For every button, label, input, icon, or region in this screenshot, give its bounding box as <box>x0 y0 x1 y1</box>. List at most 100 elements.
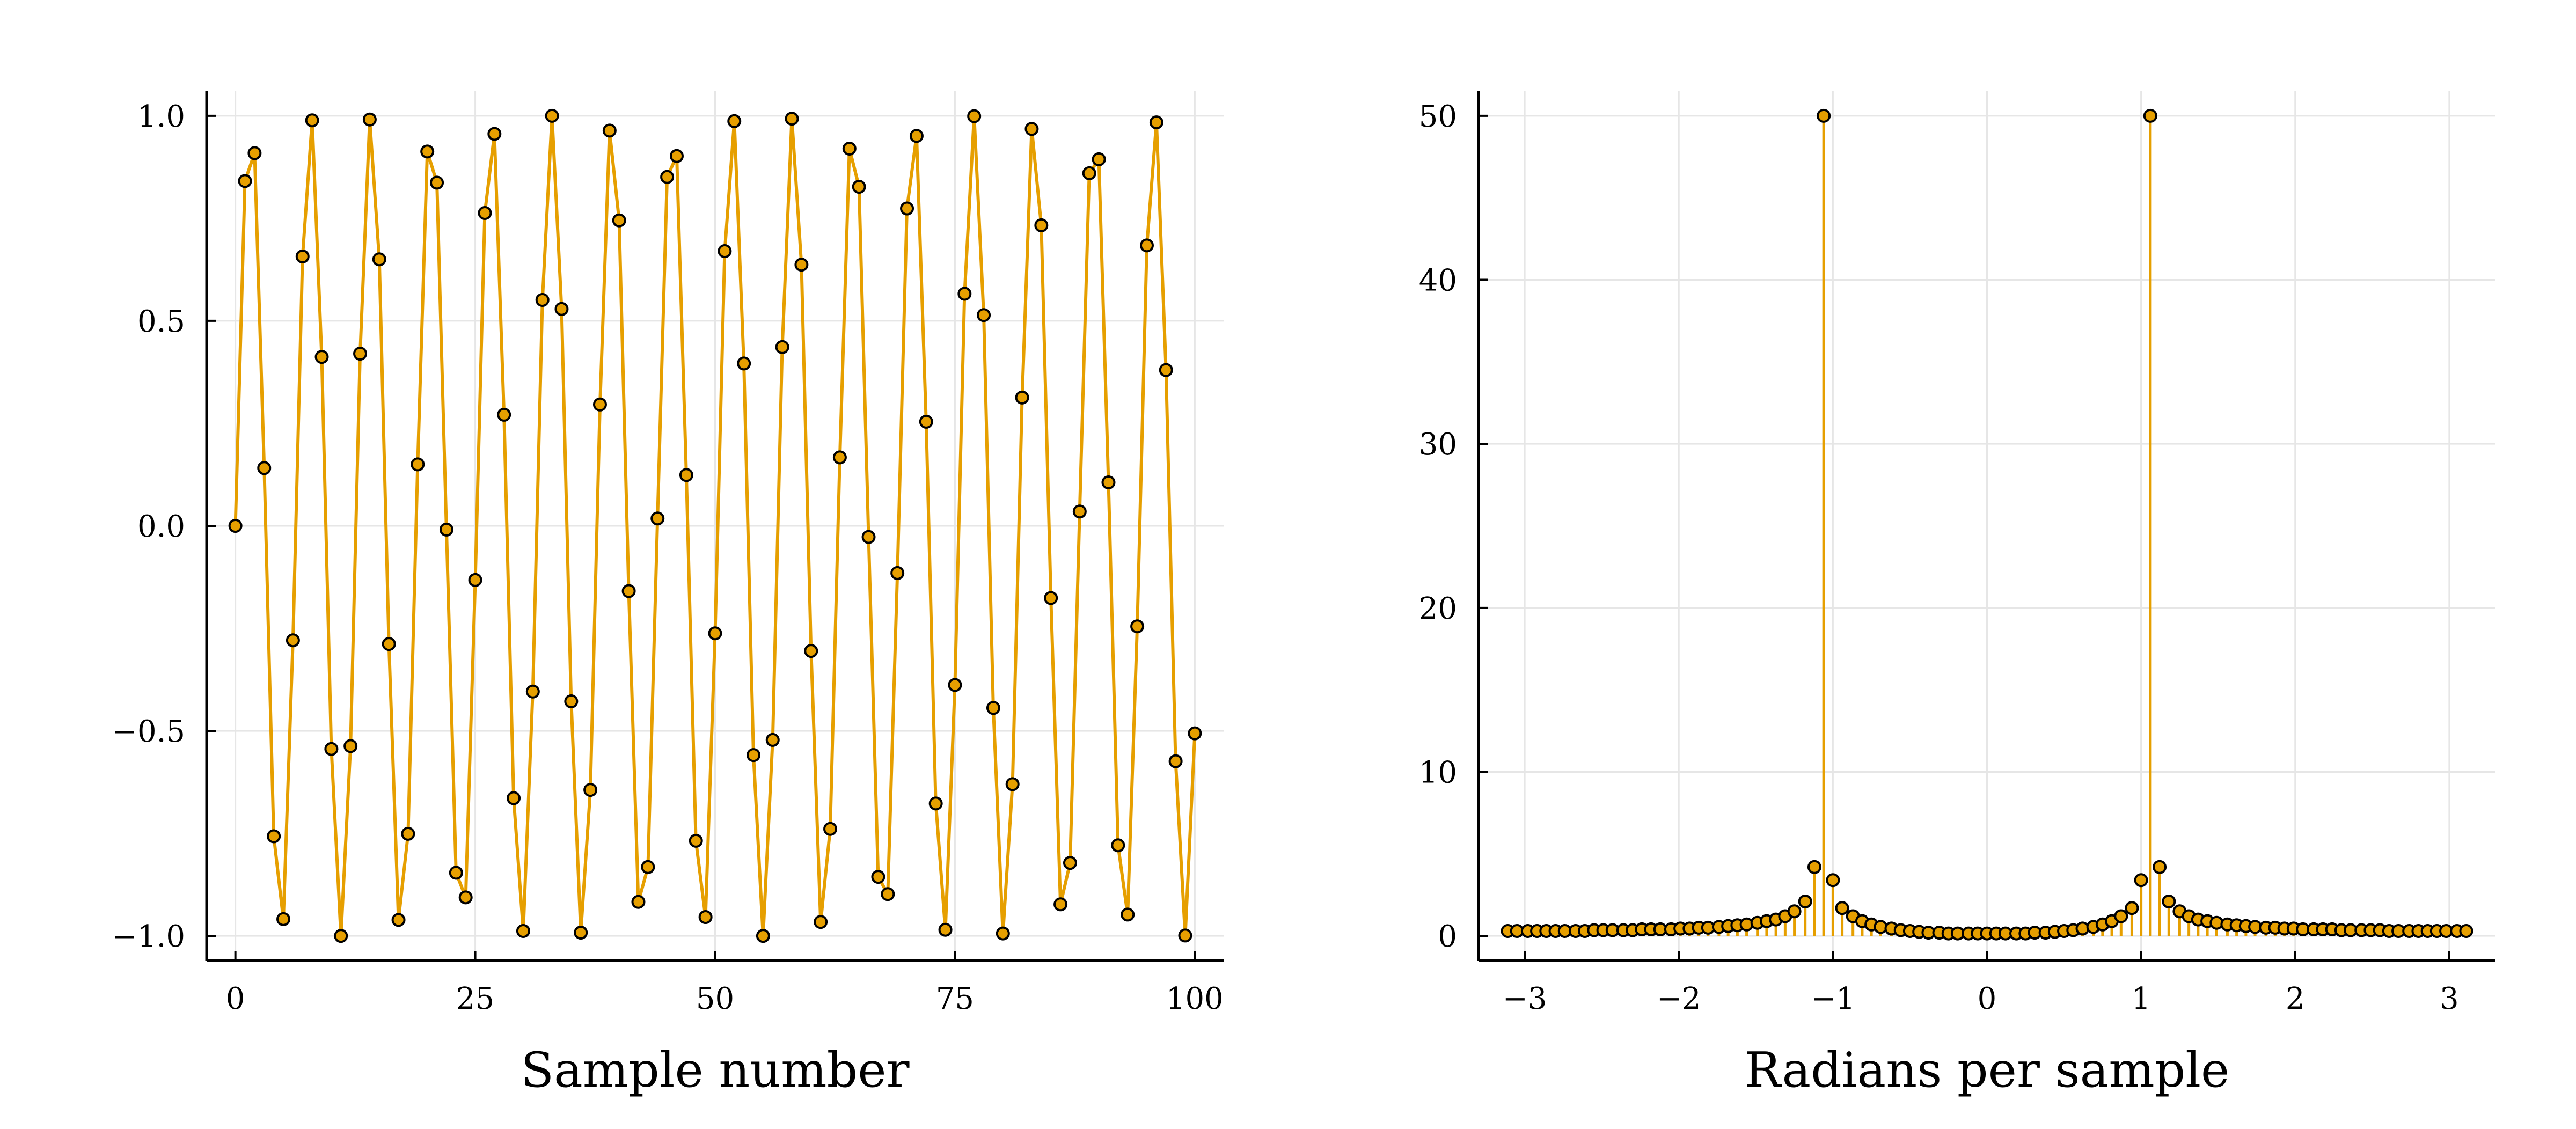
signal-point <box>631 895 646 909</box>
signal-point <box>612 213 626 228</box>
signal-point <box>564 694 579 709</box>
spectrum-point <box>1787 904 1802 919</box>
signal-point <box>1063 856 1077 870</box>
signal-point <box>737 356 751 371</box>
x-tick-label: 25 <box>456 981 494 1016</box>
signal-point <box>1121 907 1135 922</box>
signal-point <box>1092 152 1106 166</box>
y-tick-label: 10 <box>1419 755 1457 790</box>
signal-point <box>382 637 396 651</box>
signal-point <box>458 890 473 905</box>
spectrum-point <box>2114 909 2128 923</box>
signal-point <box>804 644 818 658</box>
signal-point <box>1005 777 1020 791</box>
signal-point <box>814 915 828 929</box>
signal-point <box>689 833 703 848</box>
x-tick-label: 0 <box>1978 981 1997 1016</box>
signal-point <box>1082 166 1096 180</box>
x-tick-label: 3 <box>2440 981 2459 1016</box>
signal-point <box>986 701 1000 715</box>
y-tick-label: 0.0 <box>137 509 185 544</box>
signal-point <box>362 112 377 127</box>
y-tick-label: −1.0 <box>112 919 185 954</box>
signal-point <box>334 929 348 943</box>
x-tick-label: 2 <box>2286 981 2305 1016</box>
signal-point <box>890 566 905 580</box>
signal-point <box>497 407 511 422</box>
spectrum-point <box>2143 108 2157 123</box>
signal-point <box>1159 363 1173 377</box>
signal-point <box>257 461 272 475</box>
signal-point <box>1072 504 1087 519</box>
spectrum-point <box>2125 901 2139 915</box>
signal-point <box>478 206 492 220</box>
signal-point <box>247 146 262 160</box>
x-tick-label: −1 <box>1811 981 1855 1016</box>
signal-point <box>324 742 339 756</box>
x-tick-label: −3 <box>1503 981 1547 1016</box>
signal-point <box>583 783 598 797</box>
signal-point <box>516 923 530 938</box>
x-tick-label: 75 <box>936 981 974 1016</box>
signal-point <box>938 922 953 937</box>
signal-point <box>948 678 962 692</box>
signal-point <box>727 114 742 128</box>
signal-point <box>545 108 559 123</box>
x-tick-label: 1 <box>2132 981 2151 1016</box>
signal-point <box>574 926 588 940</box>
y-tick-label: 40 <box>1419 263 1457 298</box>
signal-point <box>747 748 761 763</box>
y-tick-label: 0.5 <box>137 304 185 339</box>
x-axis-label: Sample number <box>521 1042 910 1098</box>
signal-point <box>708 626 722 641</box>
signal-point <box>718 244 732 259</box>
signal-point <box>525 684 540 699</box>
x-tick-label: 100 <box>1166 981 1224 1016</box>
signal-point <box>641 860 655 874</box>
signal-point <box>1024 122 1039 136</box>
x-tick-label: 50 <box>696 981 734 1016</box>
signal-point <box>957 287 972 301</box>
signal-point <box>794 258 809 272</box>
signal-point <box>487 127 502 141</box>
signal-point <box>372 252 386 267</box>
signal-point <box>881 887 895 901</box>
signal-point <box>832 450 847 465</box>
y-tick-label: 0 <box>1438 919 1457 954</box>
spectrum-point <box>2459 923 2473 938</box>
signal-point <box>775 340 789 354</box>
signal-point <box>1188 726 1202 741</box>
signal-point <box>1053 897 1068 912</box>
spectrum-point <box>2153 860 2167 874</box>
x-axis-label: Radians per sample <box>1745 1042 2230 1098</box>
signal-point <box>785 112 799 126</box>
signal-point <box>1034 218 1049 232</box>
signal-point <box>1168 754 1183 768</box>
signal-point <box>1044 591 1058 605</box>
spectrum-point <box>1835 901 1849 915</box>
signal-point <box>977 308 991 322</box>
signal-point <box>1111 838 1125 853</box>
signal-point <box>650 511 665 526</box>
signal-point <box>295 249 310 263</box>
signal-point <box>401 826 415 841</box>
signal-point <box>554 302 569 316</box>
signal-point <box>276 912 291 926</box>
y-tick-label: −0.5 <box>112 714 185 749</box>
signal-point <box>928 796 943 811</box>
spectrum-point <box>1817 108 1831 123</box>
left-signal-panel: 0 25 50 75 100 −1.0 −0.5 0.0 0.5 1.0 Sample number <box>112 91 1224 1098</box>
spectrum-point <box>1826 873 1840 888</box>
signal-point <box>669 149 684 163</box>
spectrum-point <box>2162 894 2176 908</box>
signal-point <box>1130 619 1145 634</box>
signal-point <box>353 347 368 361</box>
signal-point <box>765 732 780 747</box>
spectrum-point <box>2134 873 2148 888</box>
signal-point <box>900 201 914 216</box>
y-tick-label: 50 <box>1419 99 1457 134</box>
signal-point <box>602 123 617 138</box>
signal-point <box>823 822 838 836</box>
